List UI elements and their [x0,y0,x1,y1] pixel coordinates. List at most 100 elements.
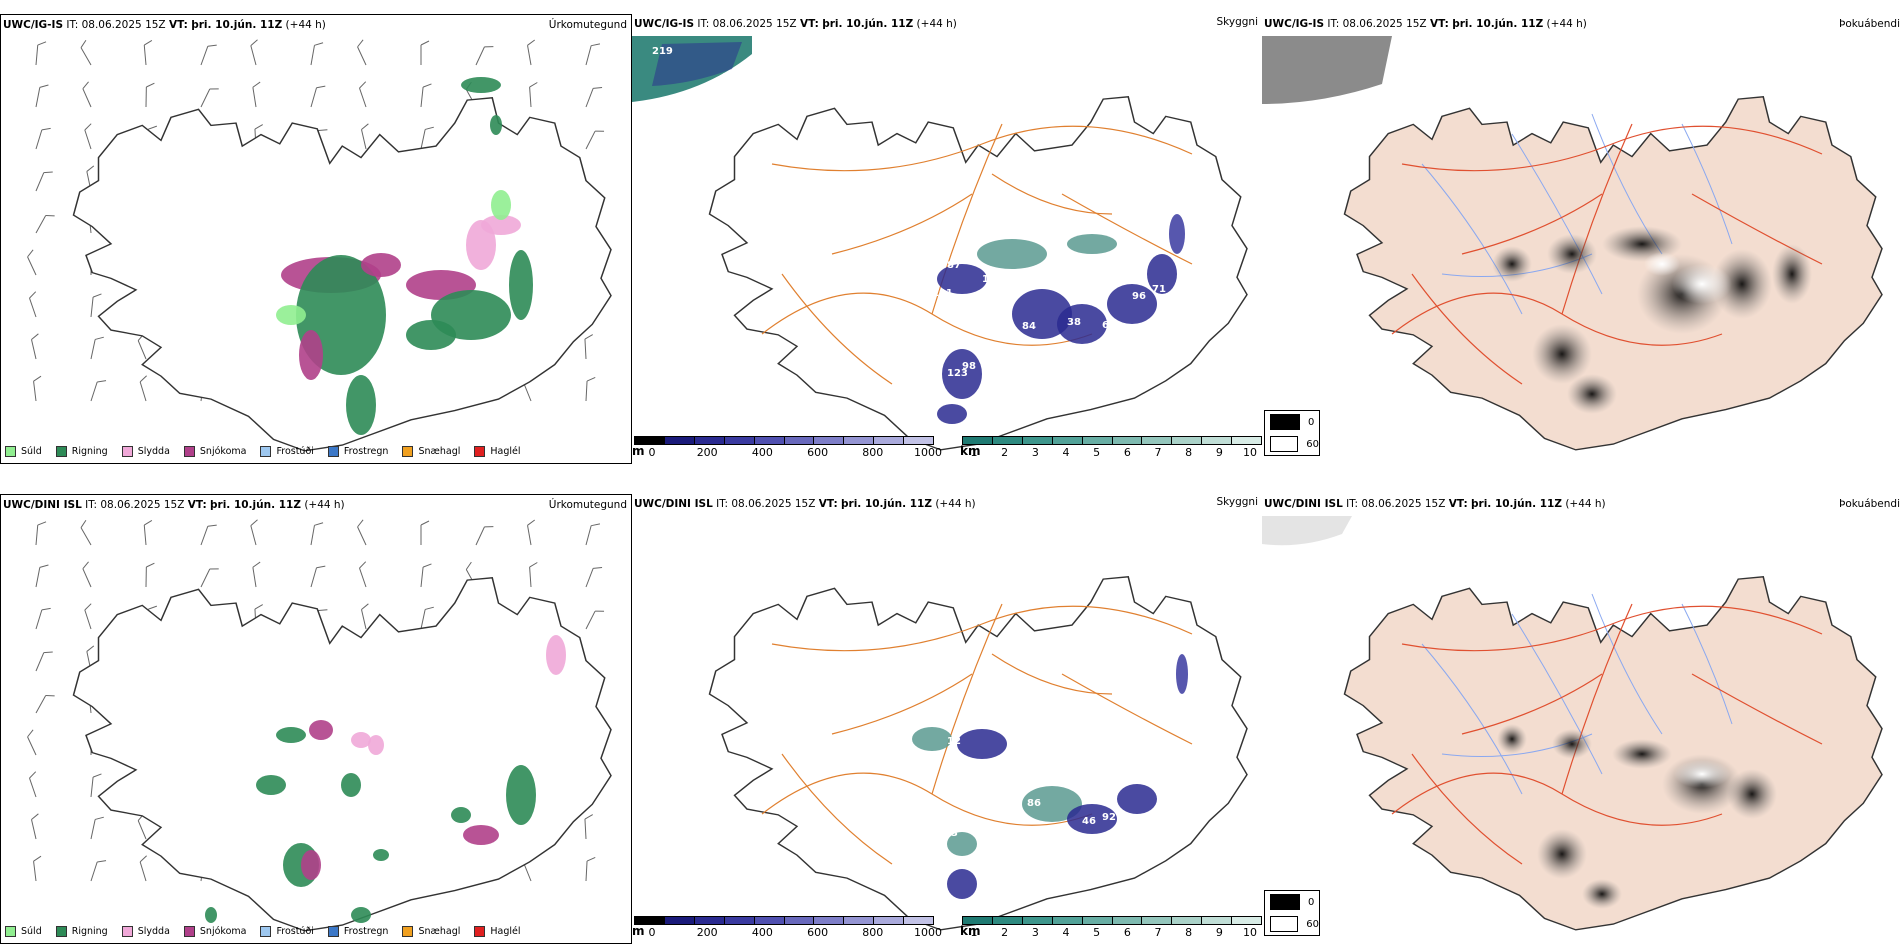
glacier-clear-area [1674,760,1730,788]
fog-area [1612,739,1672,769]
fog-area [1552,729,1592,759]
wind-barb [143,39,153,66]
legend-item-5: Frostregn [327,925,388,937]
river [1511,133,1603,295]
colorbar-cell [1022,437,1053,444]
wind-barb [359,81,367,108]
colorbar-cell [664,437,695,444]
wind-barb [585,566,603,588]
visibility-value-label: 87 [947,260,961,271]
legend-label: Rigning [71,445,108,457]
colorbar-tick: 3 [1031,926,1039,939]
road [991,173,1113,215]
precip-area [346,375,376,435]
colorbar-cell [754,437,785,444]
wind-barb [585,610,605,630]
colorbar-cell [874,437,905,444]
visibility-value-label: 12 [947,736,961,747]
colorbar-unit: m [632,444,645,458]
visibility-area [1067,234,1117,254]
legend-swatch [5,925,16,937]
colorbar-cells [634,436,934,445]
precip-area [490,115,502,135]
ptype-legend-1: Súld Rigning Slydda Snjókoma Frostúði Frostre… [5,441,535,461]
legend-swatch [121,925,133,937]
colorbar-tick: 200 [696,446,718,459]
colorbar-cell [1112,917,1143,924]
visibility-area [1057,304,1107,344]
visibility-area [937,264,987,294]
legend-item-2: Slydda [121,925,170,937]
legend-swatch [402,925,414,937]
ptype-map-2 [27,519,612,932]
wind-barb [310,42,324,66]
colorbar-tick: 800 [862,926,884,939]
colorbar-cell [1142,437,1173,444]
colorbar-tick: 2 [1001,926,1009,939]
colorbar-tick: 0 [648,446,656,459]
colorbar-cells [634,916,934,925]
colorbar-cell [1022,917,1053,924]
colorbar-unit: km [960,444,981,458]
visibility-area [1176,654,1188,694]
wind-barb [31,813,39,840]
fog-title-1: UWC/IG-IS IT: 08.06.2025 15Z VT: þri. 10… [1264,18,1587,30]
river [1681,123,1733,245]
colorbar-tick: 800 [862,446,884,459]
legend-label: Snjókoma [199,445,247,457]
road [931,123,1003,315]
wind-barb [200,568,219,588]
fog-map-1 [1262,36,1883,451]
colorbar-cell [1082,437,1113,444]
colorbar-tick: 2 [1001,446,1009,459]
fog-swatch-0 [1270,894,1300,910]
wind-barb [139,375,147,402]
visibility-area [977,239,1047,269]
colorbar-tick: 5 [1093,926,1101,939]
wind-barb [90,380,107,402]
colorbar-tick: 400 [751,446,773,459]
legend-item-3: Snjókoma [183,445,247,457]
fog-legend-1: 0 60 [1264,410,1320,456]
legend-label: Snæhagl [418,925,461,937]
fog-label-1: Þokuábendi [1839,18,1900,30]
wind-barb [585,43,601,66]
cloudbase-colorbar-1: 0 200 400 600 800 1000 m [632,436,942,459]
wind-barb [585,86,603,108]
precip-area [341,773,361,797]
wind-barb [35,171,53,192]
colorbar-cells [962,916,1262,925]
precip-area [509,250,533,320]
wind-barb [310,522,324,546]
colorbar-cell [1202,917,1233,924]
wind-barb [33,855,42,882]
visibility-value-label: 96 [1132,291,1146,302]
precip-area [361,253,401,277]
fog-corner-blob [1262,36,1392,104]
wind-barb [475,46,494,66]
visibility-value-label: 12 [722,72,736,83]
legend-label: Rigning [71,925,108,937]
wind-barb [357,519,367,546]
wind-barb [585,130,605,150]
colorbar-cell [664,917,695,924]
legend-swatch [474,445,486,457]
visibility-value-label: 92 [1102,812,1116,823]
road [991,653,1113,695]
wind-barb [90,816,104,840]
fog-area [1727,769,1777,819]
wind-barb [529,82,538,108]
legend-label: Súld [21,445,42,457]
wind-barb [27,249,37,276]
wind-barb [33,375,42,402]
colorbar-tick: 8 [1185,446,1193,459]
road [931,603,1003,795]
visibility-area [912,727,952,751]
wind-barb [35,41,47,66]
legend-label: Snjókoma [199,925,247,937]
visibility-value-label: 61 [1102,320,1116,331]
visibility-value-label: 51 [917,398,931,409]
visibility-value-label: 219 [652,46,673,57]
legend-label: Frostúði [276,925,314,937]
